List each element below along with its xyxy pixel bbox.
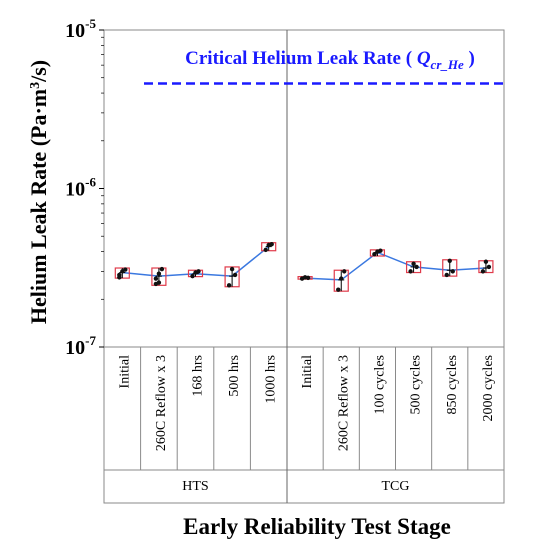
data-point [263,247,268,253]
data-point [117,272,122,278]
data-point [123,267,128,272]
y-tick-labels: 10-510-610-7 [65,16,96,359]
y-tick-label: 10-6 [65,175,96,201]
y-tick-exponent: -5 [85,16,96,31]
y-tick-base: 10 [65,20,85,42]
x-tick-label: 260C Reflow x 3 [336,355,351,451]
y-tick-label: 10-5 [65,16,96,42]
data-point [450,269,455,274]
data-point [378,248,383,253]
data-point [269,242,274,247]
x-tick-label: 260C Reflow x 3 [154,355,169,451]
data-point [159,266,165,272]
data-point [229,266,235,272]
data-point [339,276,344,281]
x-tick-label: Initial [117,355,132,389]
data-point [190,273,195,279]
x-tick-label: Initial [300,355,315,389]
y-tick-base: 10 [65,337,85,359]
data-point [411,261,416,266]
data-point [447,258,452,263]
y-tick-base: 10 [65,179,85,201]
data-point [156,280,162,285]
x-tick-label: 500 cycles [409,355,424,414]
data-point [336,287,341,292]
y-tick-exponent: -6 [85,175,96,190]
y-axis-title: Helium Leak Rate (Pa·m3/s) [26,60,51,324]
data-point [414,264,419,270]
data-point [483,259,489,264]
data-point [408,269,413,274]
plot-frame [99,29,505,504]
y-tick-label: 10-7 [65,333,96,359]
data-point [372,252,377,257]
ref-label-main: Critical Helium Leak Rate ( [185,48,417,69]
data-point [226,283,232,288]
critical-leak-rate-label: Critical Helium Leak Rate ( Qcr_He ) [185,48,475,72]
data-point [444,272,449,278]
ref-label-sub: cr_He [431,57,464,72]
ref-label-close: ) [464,48,475,69]
group-label-tcg: TCG [382,479,410,494]
x-tick-label: 1000 hrs [264,355,279,404]
ref-label-q: Q [417,48,431,69]
data-marks [114,242,494,292]
data-point [305,275,311,281]
data-point [153,276,159,281]
data-point [156,271,162,276]
data-point [196,269,201,274]
x-tick-label: 500 hrs [227,355,242,397]
series-line-tcg [305,251,486,281]
group-label-hts: HTS [182,479,208,494]
data-point [342,269,347,274]
data-point [480,269,486,274]
y-tick-exponent: -7 [85,333,96,348]
x-tick-label: 168 hrs [191,355,206,397]
data-point [486,264,492,270]
y-axis-title-sup: 3 [28,82,43,89]
group-labels: HTS TCG [182,479,409,494]
y-axis-title-tail: /s) [26,60,51,83]
x-tick-labels: Initial 260C Reflow x 3 168 hrs 500 hrs 1000… [117,355,496,451]
y-axis-title-main: Helium Leak Rate (Pa·m [26,89,51,324]
x-tick-label: 850 cycles [445,355,460,414]
x-tick-label: 100 cycles [372,355,387,414]
data-point [232,272,238,278]
x-tick-label: 2000 cycles [481,355,496,421]
plot-border [103,29,505,504]
x-axis-title: Early Reliability Test Stage [183,514,451,539]
